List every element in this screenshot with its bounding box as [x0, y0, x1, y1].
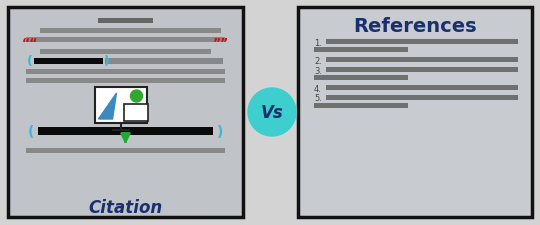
Bar [34, 59, 103, 65]
Bar [26, 38, 225, 43]
Text: ””: ”” [213, 37, 229, 50]
Bar [94, 88, 146, 124]
Circle shape [131, 91, 143, 103]
Text: 5.: 5. [314, 94, 322, 103]
Bar [124, 105, 147, 122]
Text: ): ) [104, 55, 110, 68]
Text: Citation: Citation [89, 198, 163, 216]
Bar [326, 40, 518, 45]
Polygon shape [98, 94, 117, 119]
Text: 3.: 3. [314, 66, 322, 75]
Bar [326, 96, 518, 101]
Bar [326, 86, 518, 91]
Bar [314, 48, 408, 53]
Text: ): ) [217, 124, 223, 138]
Bar [314, 104, 408, 108]
Circle shape [248, 89, 296, 136]
Bar [8, 8, 243, 217]
Bar [8, 8, 243, 217]
Bar [26, 79, 225, 84]
Bar [40, 50, 211, 55]
Text: 4.: 4. [314, 84, 322, 93]
Bar [298, 8, 532, 217]
Bar [40, 29, 221, 34]
Text: (: ( [27, 55, 33, 68]
Text: References: References [353, 16, 477, 35]
Text: 2.: 2. [314, 56, 322, 65]
Bar [105, 59, 223, 65]
Bar [326, 68, 518, 73]
Text: 1.: 1. [314, 38, 322, 47]
Bar [314, 76, 408, 81]
Bar [38, 127, 213, 135]
Text: (: ( [28, 124, 34, 138]
Bar [26, 148, 225, 153]
Bar [326, 58, 518, 63]
Text: ““: ““ [22, 37, 38, 50]
Bar [298, 8, 532, 217]
Bar [26, 70, 225, 75]
Text: Vs: Vs [261, 104, 284, 122]
Bar [98, 19, 153, 24]
